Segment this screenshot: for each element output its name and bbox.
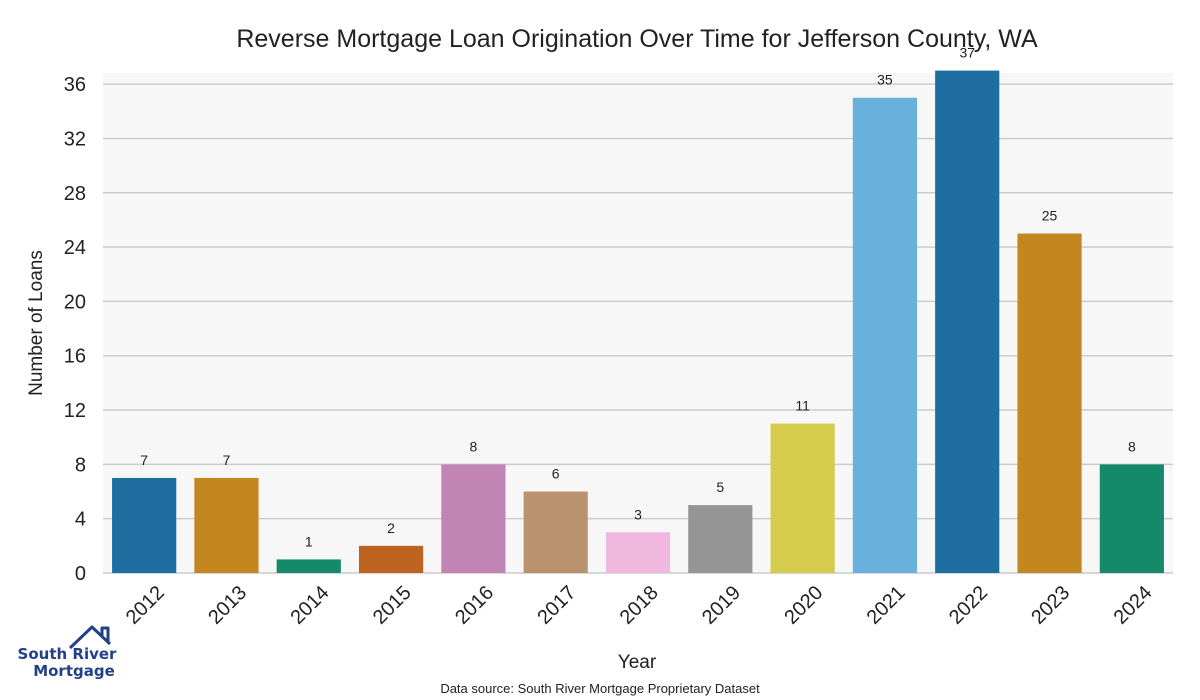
bar-2023 — [1017, 233, 1082, 574]
x-axis-label: Year — [618, 652, 657, 673]
x-tick-label-2019: 2019 — [698, 582, 745, 629]
x-tick-label-2021: 2021 — [863, 582, 910, 629]
y-tick-label: 16 — [64, 346, 86, 368]
x-tick-label-2018: 2018 — [616, 582, 663, 629]
x-tick-label-2017: 2017 — [533, 582, 580, 629]
data-label-2023: 25 — [1042, 208, 1058, 224]
y-tick-label: 24 — [64, 237, 86, 259]
company-logo: South River Mortgage — [18, 625, 118, 680]
bar-2022 — [935, 70, 1000, 573]
logo-line-2: Mortgage — [33, 662, 115, 680]
bar-2015 — [358, 545, 424, 573]
bar-2012 — [112, 477, 177, 573]
y-tick-label: 28 — [64, 183, 86, 205]
x-tick-label-2023: 2023 — [1027, 582, 1074, 629]
bar-2021 — [852, 97, 918, 573]
plot-background — [103, 73, 1173, 573]
data-source-note: Data source: South River Mortgage Propri… — [440, 681, 760, 696]
bar-2024 — [1099, 464, 1164, 573]
bar-2018 — [605, 532, 671, 573]
data-label-2020: 11 — [795, 398, 810, 414]
x-tick-label-2014: 2014 — [286, 582, 333, 629]
x-tick-label-2020: 2020 — [780, 582, 827, 629]
data-label-2021: 35 — [877, 72, 893, 88]
chart-title: Reverse Mortgage Loan Origination Over T… — [236, 25, 1038, 53]
house-roof-icon — [68, 625, 112, 650]
bar-2014 — [276, 559, 341, 573]
x-tick-label-2013: 2013 — [204, 582, 251, 629]
y-tick-label: 12 — [64, 400, 86, 422]
y-tick-label: 20 — [64, 291, 86, 313]
data-label-2014: 1 — [305, 533, 313, 549]
bar-2019 — [688, 505, 753, 573]
bar-2017 — [523, 491, 588, 573]
y-tick-label: 8 — [75, 454, 86, 476]
y-tick-label: 4 — [75, 509, 86, 531]
bar-2016 — [441, 464, 506, 573]
data-label-2018: 3 — [634, 506, 642, 522]
x-ticks: 2012 2013 2014 2015 2016 2017 2018 2019 2020 2021… — [122, 582, 1157, 629]
y-axis-label: Number of Loans — [26, 250, 47, 396]
logo-line-1: South River — [18, 645, 118, 663]
data-label-2017: 6 — [552, 466, 560, 482]
bar-2020 — [770, 423, 835, 573]
x-tick-label-2022: 2022 — [945, 582, 992, 629]
data-label-2012: 7 — [140, 452, 148, 468]
data-label-2013: 7 — [223, 452, 231, 468]
data-label-2019: 5 — [716, 479, 724, 495]
y-tick-label: 32 — [64, 128, 86, 150]
bar-2013 — [194, 477, 259, 573]
bars — [112, 70, 1164, 574]
y-tick-label: 36 — [64, 74, 86, 96]
data-label-2015: 2 — [387, 520, 395, 536]
x-tick-label-2016: 2016 — [451, 582, 498, 629]
y-tick-label: 0 — [75, 563, 86, 585]
x-tick-label-2012: 2012 — [122, 582, 169, 629]
x-tick-label-2015: 2015 — [369, 582, 416, 629]
x-tick-label-2024: 2024 — [1110, 582, 1157, 629]
y-ticks: 0 4 8 12 16 20 24 28 32 36 — [64, 74, 86, 585]
data-label-2024: 8 — [1128, 438, 1136, 454]
data-label-2016: 8 — [469, 438, 477, 454]
data-label-2022: 37 — [959, 45, 975, 61]
